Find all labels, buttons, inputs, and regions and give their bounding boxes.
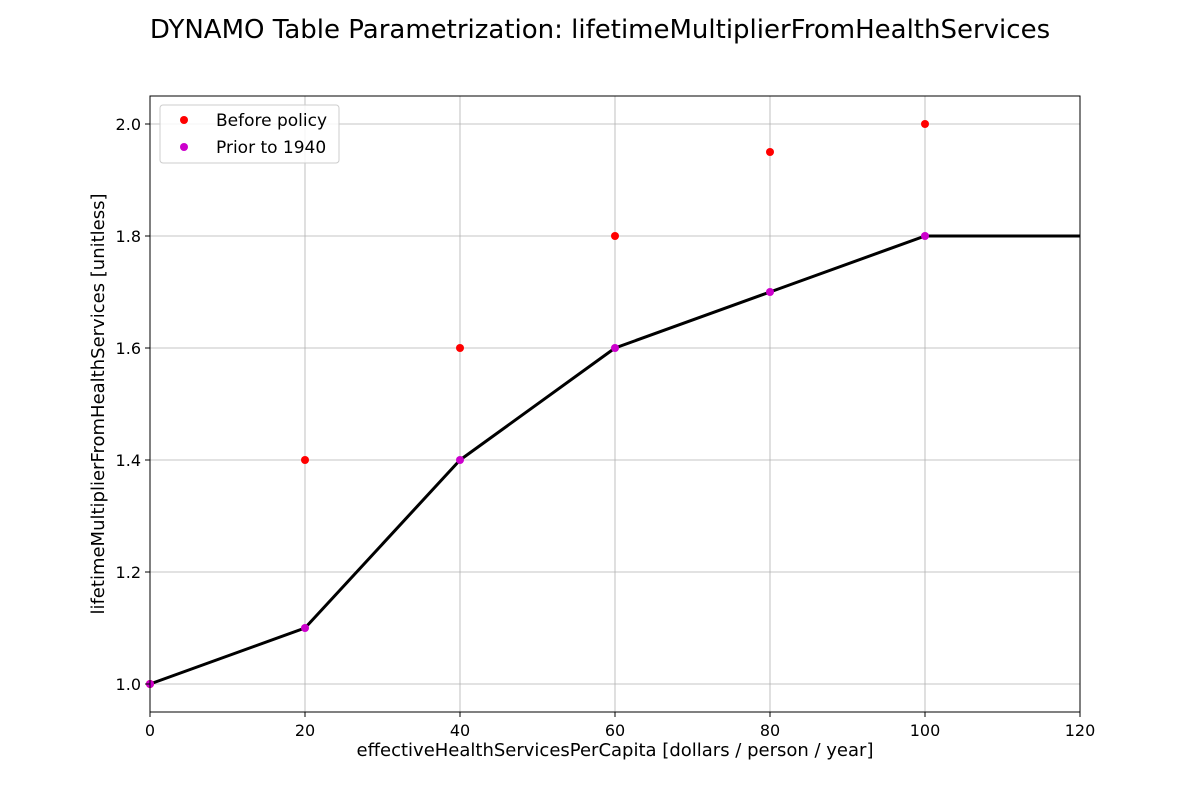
y-tick-label: 1.4 (116, 451, 141, 470)
x-tick-label: 100 (910, 721, 941, 740)
series-1-point (766, 148, 774, 156)
legend-box (159, 104, 340, 164)
series-2-point (611, 344, 619, 352)
x-tick-label: 80 (760, 721, 780, 740)
y-tick-label: 1.2 (116, 563, 141, 582)
legend-marker (180, 116, 188, 124)
legend-label: Before policy (216, 111, 327, 131)
series-2-point (766, 288, 774, 296)
series-1-point (301, 456, 309, 464)
y-ticks: 1.0 1.2 1.4 1.6 1.8 2.0 (116, 115, 150, 694)
legend-marker (180, 143, 188, 151)
x-ticks: 0 20 40 60 80 100 120 (145, 712, 1095, 740)
x-tick-label: 60 (605, 721, 625, 740)
x-tick-label: 0 (145, 721, 155, 740)
series-1-point (921, 120, 929, 128)
series-2-point (456, 456, 464, 464)
x-axis-label: effectiveHealthServicesPerCapita [dollar… (357, 740, 874, 761)
x-tick-label: 40 (450, 721, 470, 740)
y-tick-label: 1.0 (116, 675, 141, 694)
legend-label: Prior to 1940 (216, 138, 326, 158)
legend: Before policy Prior to 1940 (159, 104, 340, 164)
y-tick-label: 2.0 (116, 115, 141, 134)
x-tick-label: 20 (295, 721, 315, 740)
series-1-point (456, 344, 464, 352)
series-2-point (921, 232, 929, 240)
series-1-point (611, 232, 619, 240)
y-tick-label: 1.8 (116, 227, 141, 246)
x-tick-label: 120 (1065, 721, 1096, 740)
series-2-point (301, 624, 309, 632)
y-tick-label: 1.6 (116, 339, 141, 358)
data-points (146, 120, 929, 688)
chart-title: DYNAMO Table Parametrization: lifetimeMu… (150, 15, 1050, 45)
y-axis-label: lifetimeMultiplierFromHealthServices [un… (88, 193, 109, 614)
grid (149, 96, 1081, 712)
